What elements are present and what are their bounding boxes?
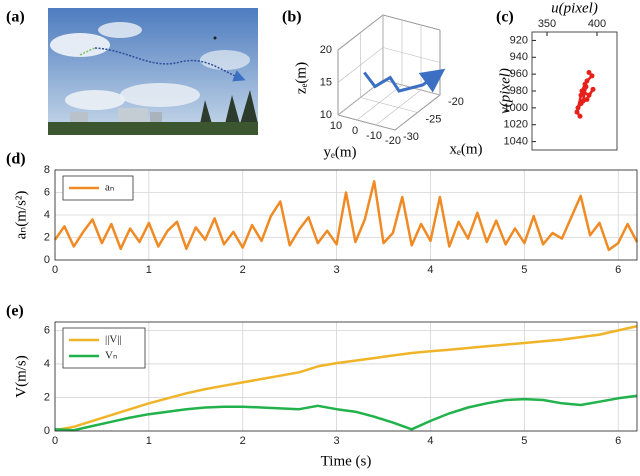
- y-tick-label: 980: [510, 85, 528, 97]
- x-tick-label: 2: [240, 264, 246, 276]
- series-line: [54, 324, 638, 432]
- x-tick-label: -25: [426, 113, 442, 125]
- point: [579, 88, 585, 94]
- series-line: [54, 394, 638, 432]
- grid-line: [382, 47, 441, 63]
- legend-label: Vₙ: [105, 350, 117, 362]
- x-tick-label: 5: [521, 435, 527, 447]
- point: [583, 84, 589, 90]
- y-axis-label: aₙ(m/s²): [13, 191, 29, 240]
- y-tick-label: 6: [44, 186, 50, 198]
- x-tick-label: 4: [427, 435, 433, 447]
- y-tick-label: -20: [385, 135, 401, 147]
- y-tick-label: 2: [44, 391, 50, 403]
- y-axis-label: v(pixel): [497, 68, 513, 114]
- y-tick-label: 1040: [504, 135, 528, 147]
- point: [580, 98, 586, 104]
- grid-line: [382, 14, 441, 31]
- x-tick-label: 3: [334, 435, 340, 447]
- y-tick-label: 0: [352, 125, 358, 137]
- y-axis-label: V(m/s): [13, 355, 29, 398]
- z-tick-label: 20: [320, 44, 332, 56]
- x-axis-label: xₑ(m): [449, 141, 482, 157]
- legend-label: aₙ: [105, 182, 114, 194]
- point: [574, 109, 580, 115]
- x-axis-label: u(pixel): [551, 0, 598, 16]
- panel-label: (a): [6, 9, 25, 26]
- y-tick-label: 4: [44, 209, 50, 221]
- z-tick-label: 15: [320, 76, 332, 88]
- y-axis-label: yₑ(m): [323, 144, 356, 160]
- y-tick-label: 6: [44, 324, 50, 336]
- x-tick-label: 2: [240, 435, 246, 447]
- x-tick-label: -30: [403, 131, 419, 143]
- y-tick-label: 920: [510, 34, 528, 46]
- plot-box: [54, 321, 638, 432]
- x-tick-label: 3: [334, 264, 340, 276]
- panel-label: (e): [6, 303, 24, 320]
- point: [589, 73, 595, 79]
- x-tick-label: 6: [615, 435, 621, 447]
- x-tick-label: 0: [52, 435, 58, 447]
- x-tick-label: 350: [538, 18, 556, 30]
- y-tick-label: 0: [44, 425, 50, 437]
- y-tick-label: 0: [44, 254, 50, 266]
- x-tick-label: 1: [146, 435, 152, 447]
- photo: [48, 8, 258, 135]
- point: [586, 69, 592, 75]
- legend-label: ||V||: [105, 334, 122, 346]
- series-line: [53, 180, 639, 252]
- point: [590, 86, 596, 92]
- y-tick-label: 8: [44, 164, 50, 176]
- y-tick-label: -10: [366, 130, 382, 142]
- point: [578, 92, 584, 98]
- y-tick-label: 2: [44, 231, 50, 243]
- plot-box: [54, 169, 638, 261]
- y-tick-label: 1020: [504, 119, 528, 131]
- panel-label: (b): [282, 9, 302, 26]
- x-tick-label: 0: [52, 264, 58, 276]
- trajectory: [363, 68, 446, 93]
- legend-box: [62, 327, 146, 369]
- y-tick-label: 960: [510, 68, 528, 80]
- point: [584, 96, 590, 102]
- point: [575, 105, 581, 111]
- y-tick-label: 1000: [504, 102, 528, 114]
- point: [586, 92, 592, 98]
- x-tick-label: -20: [448, 96, 464, 108]
- grid-line: [360, 97, 418, 113]
- z-tick-label: 10: [320, 109, 332, 121]
- panel-label: (d): [6, 151, 26, 168]
- x-tick-label: 5: [521, 264, 527, 276]
- y-tick-label: 4: [44, 358, 50, 370]
- x-tick-label: 400: [588, 18, 606, 30]
- y-tick-label: 10: [330, 120, 342, 132]
- plot-box: [531, 31, 618, 151]
- z-axis-label: zₑ(m): [293, 62, 309, 94]
- x-tick-label: 1: [146, 264, 152, 276]
- x-tick-label: 6: [615, 264, 621, 276]
- point: [577, 113, 583, 119]
- y-tick-label: 940: [510, 51, 528, 63]
- grid-line: [337, 114, 396, 131]
- panel-label: (c): [496, 9, 514, 26]
- x-tick-label: 4: [427, 264, 433, 276]
- x-axis-label: Time (s): [321, 453, 372, 469]
